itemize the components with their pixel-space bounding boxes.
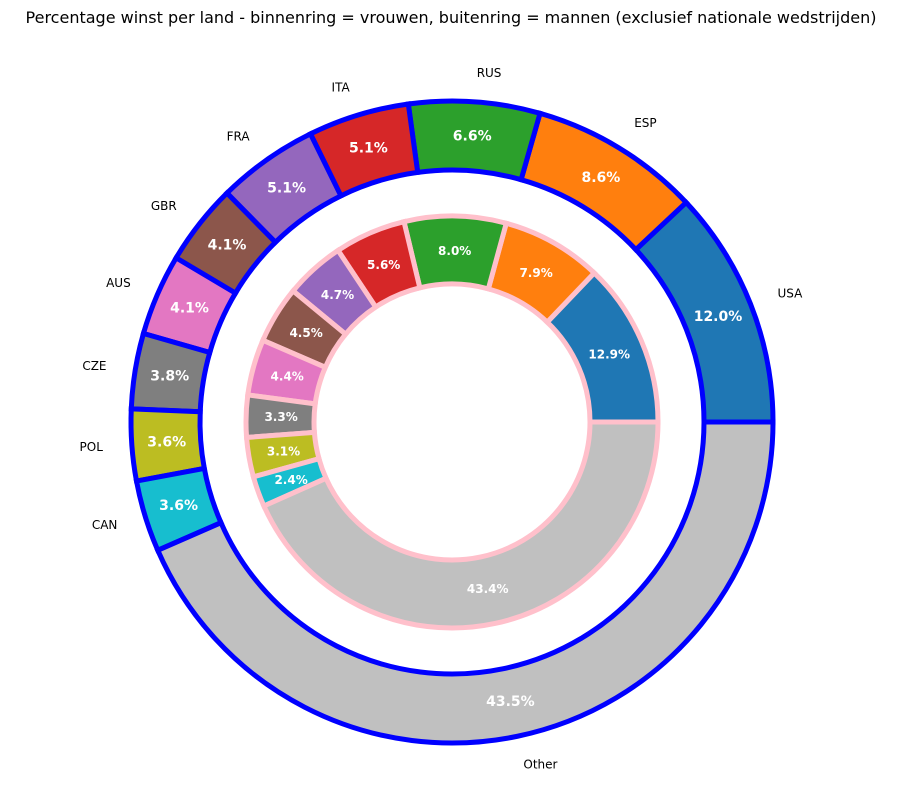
outer-ring-men: 12.0% 8.6% 6.6% 5.1% 5.1% 4.1% 4.1% 3.8% 3.6% 3.6…	[128, 98, 776, 746]
outer-value-label-gbr: 4.1%	[208, 237, 247, 253]
inner-value-label-other: 43.4%	[467, 582, 509, 596]
category-label-ita: ITA	[332, 80, 351, 94]
inner-wedge-other	[260, 419, 661, 631]
inner-value-label-can: 2.4%	[274, 473, 307, 487]
category-label-pol: POL	[80, 440, 104, 454]
outer-value-label-pol: 3.6%	[147, 435, 186, 451]
category-label-fra: FRA	[227, 130, 251, 144]
inner-value-label-fra: 4.7%	[321, 288, 354, 302]
inner-value-label-gbr: 4.5%	[289, 326, 322, 340]
outer-value-label-aus: 4.1%	[170, 301, 209, 317]
category-label-usa: USA	[778, 286, 804, 300]
category-label-can: CAN	[92, 518, 118, 532]
outer-wedge-other	[154, 419, 776, 746]
outer-value-label-rus: 6.6%	[453, 129, 492, 145]
chart-title: Percentage winst per land - binnenring =…	[26, 8, 877, 27]
inner-ring-women: 12.9% 7.9% 8.0% 5.6% 4.7% 4.5% 4.4% 3.3% 3.1% 2.4…	[243, 213, 661, 631]
category-label-aus: AUS	[106, 276, 131, 290]
outer-value-label-ita: 5.1%	[349, 141, 388, 157]
inner-value-label-ita: 5.6%	[367, 258, 400, 272]
outer-value-label-other: 43.5%	[486, 694, 535, 710]
category-label-other: Other	[523, 758, 557, 772]
category-label-gbr: GBR	[151, 199, 177, 213]
inner-value-label-cze: 3.3%	[264, 410, 297, 424]
category-label-cze: CZE	[82, 359, 106, 373]
outer-value-label-usa: 12.0%	[694, 309, 743, 325]
category-label-esp: ESP	[634, 116, 656, 130]
outer-value-label-can: 3.6%	[159, 498, 198, 514]
outer-value-label-esp: 8.6%	[581, 170, 620, 186]
inner-value-label-aus: 4.4%	[271, 369, 304, 383]
inner-value-label-pol: 3.1%	[267, 444, 300, 458]
outer-value-label-fra: 5.1%	[267, 181, 306, 197]
category-label-rus: RUS	[477, 66, 502, 80]
inner-value-label-rus: 8.0%	[438, 244, 471, 258]
outer-value-label-cze: 3.8%	[150, 368, 189, 384]
inner-value-label-esp: 7.9%	[519, 266, 552, 280]
category-labels: USA ESP RUS ITA FRA GBR AUS CZE POL CAN Other	[80, 66, 804, 772]
inner-value-label-usa: 12.9%	[588, 348, 630, 362]
